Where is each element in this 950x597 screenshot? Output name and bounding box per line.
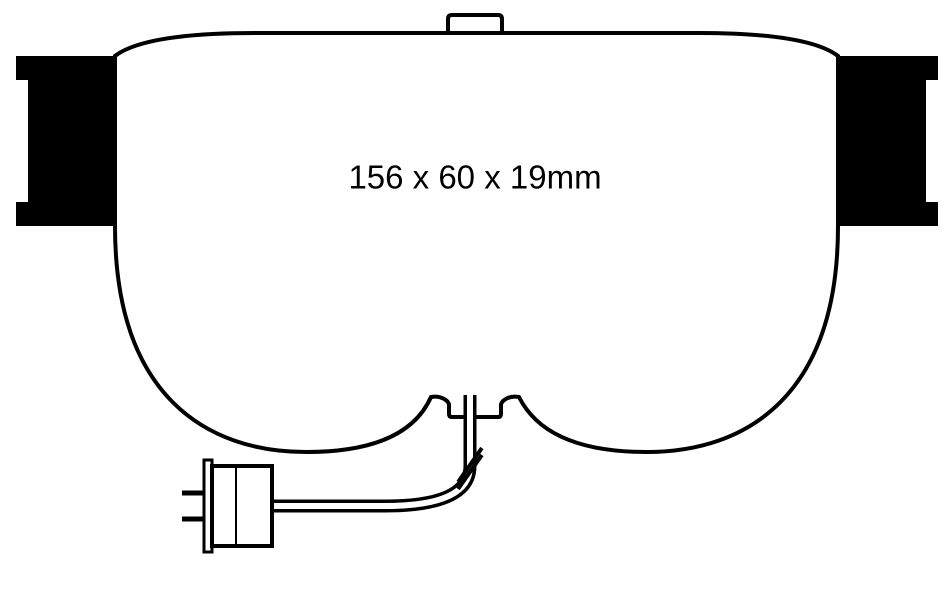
brake-pad-diagram: 156 x 60 x 19mm (0, 0, 950, 597)
wear-sensor-plug (182, 460, 272, 552)
left-mounting-ear (16, 56, 116, 226)
brake-pad-outline (115, 33, 838, 452)
dimension-label: 156 x 60 x 19mm (348, 159, 601, 196)
right-mounting-ear (838, 56, 938, 226)
top-clip-tab (448, 15, 502, 33)
